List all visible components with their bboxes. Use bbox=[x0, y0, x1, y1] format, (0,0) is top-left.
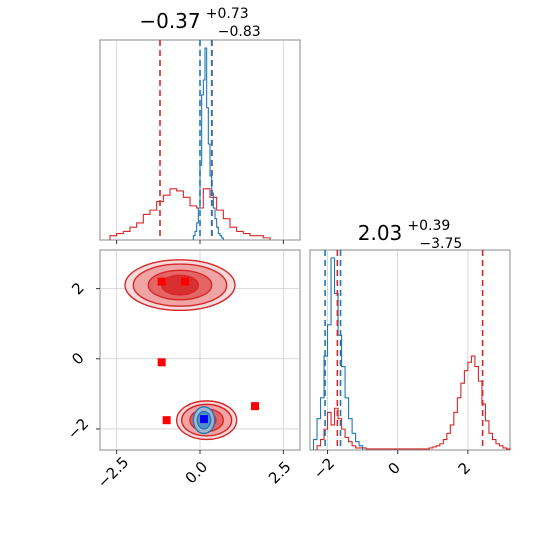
scatter-2d-xtick-label: 0.0 bbox=[182, 458, 212, 488]
marker-point bbox=[162, 416, 171, 425]
contour-0-level-3 bbox=[160, 274, 200, 296]
scatter-2d-xtick-label: −2.5 bbox=[94, 453, 132, 491]
scatter-2d-xticks: −2.5 0.0 2.5 bbox=[94, 453, 295, 491]
hist-x-title-value: −0.37 bbox=[139, 9, 200, 33]
hist-y-title-upper: +0.39 bbox=[407, 218, 450, 234]
scatter-2d-markers bbox=[157, 277, 259, 425]
hist-x-series-0-step bbox=[109, 188, 271, 240]
hist-x-quantiles bbox=[159, 40, 213, 240]
scatter-2d-yticks: −2 0 2 bbox=[64, 279, 92, 443]
hist-x-title: −0.37 +0.73 −0.83 bbox=[139, 3, 260, 40]
scatter-2d-ytick-label: 2 bbox=[68, 279, 87, 298]
marker-point bbox=[157, 358, 166, 367]
marker-point bbox=[157, 277, 166, 286]
hist-y-frame bbox=[309, 249, 511, 451]
hist-y-title-value: 2.03 bbox=[358, 221, 403, 245]
marker-point bbox=[200, 415, 208, 424]
hist-y-xtick-label: 2 bbox=[455, 459, 474, 478]
hist-x-series-1-step bbox=[192, 47, 224, 240]
scatter-2d-contours bbox=[124, 259, 238, 441]
hist-x-title-upper: +0.73 bbox=[206, 6, 249, 22]
scatter-2d-panel: −2.5 0.0 2.5 −2 0 2 bbox=[64, 249, 301, 492]
hist-y-xtick-label: −2 bbox=[310, 454, 338, 482]
hist-y-xticks: −2 0 2 bbox=[310, 454, 474, 482]
hist-y-quantiles bbox=[324, 250, 484, 450]
hist-x-title-lower: −0.83 bbox=[218, 24, 261, 40]
scatter-2d-ytick-label: −2 bbox=[64, 415, 92, 443]
hist-y-xtick-label: 0 bbox=[384, 459, 403, 478]
hist-x-series bbox=[109, 47, 271, 240]
hist-y-panel: −2 0 2 2.03 +0.39 −3.75 bbox=[309, 215, 511, 483]
hist-y-title-lower: −3.75 bbox=[419, 236, 462, 252]
marker-point bbox=[251, 402, 259, 411]
scatter-2d-xtick-label: 2.5 bbox=[265, 458, 295, 488]
marker-point bbox=[181, 277, 189, 286]
hist-x-panel: −0.37 +0.73 −0.83 bbox=[99, 3, 301, 244]
hist-y-title: 2.03 +0.39 −3.75 bbox=[358, 215, 463, 252]
scatter-2d-ytick-label: 0 bbox=[68, 349, 87, 368]
